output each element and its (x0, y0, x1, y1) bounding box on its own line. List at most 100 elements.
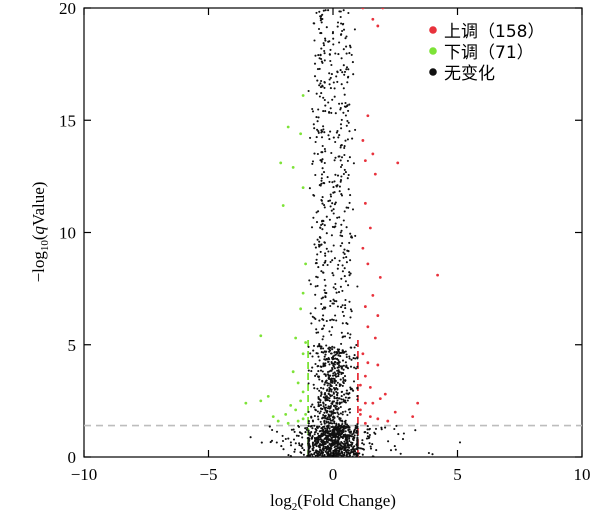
point-unchanged (306, 426, 309, 429)
point-unchanged (336, 394, 339, 397)
point-unchanged (347, 451, 350, 454)
point-unchanged (293, 450, 296, 453)
point-unchanged (325, 232, 328, 235)
point-unchanged (323, 437, 326, 440)
point-unchanged (329, 304, 332, 308)
point-unchanged (368, 435, 371, 439)
y-axis-label: −log10(qValue) (29, 182, 51, 283)
point-unchanged (301, 436, 304, 439)
point-unchanged (341, 432, 344, 435)
point-unchanged (319, 86, 323, 89)
point-unchanged (320, 243, 323, 246)
point-unchanged (318, 359, 321, 362)
point-up (383, 392, 387, 396)
point-unchanged (336, 305, 339, 308)
point-unchanged (321, 222, 324, 226)
point-unchanged (323, 393, 326, 396)
point-unchanged (342, 87, 345, 90)
point-unchanged (333, 404, 336, 407)
point-unchanged (356, 431, 359, 434)
point-unchanged (344, 171, 347, 174)
point-unchanged (342, 28, 346, 31)
point-unchanged (332, 432, 335, 435)
point-unchanged (307, 450, 310, 454)
point-unchanged (342, 111, 345, 114)
point-unchanged (302, 453, 305, 456)
point-unchanged (339, 405, 342, 409)
point-unchanged (352, 73, 355, 76)
point-unchanged (330, 390, 333, 393)
point-unchanged (350, 445, 353, 448)
point-unchanged (356, 434, 359, 437)
point-unchanged (344, 434, 347, 437)
point-unchanged (345, 226, 348, 229)
point-unchanged (338, 102, 341, 105)
point-unchanged (323, 81, 326, 84)
point-unchanged (312, 216, 315, 219)
point-unchanged (315, 373, 318, 376)
point-unchanged (350, 310, 353, 313)
point-unchanged (431, 453, 434, 456)
point-unchanged (313, 243, 316, 246)
point-down (271, 415, 275, 418)
point-down (301, 94, 305, 97)
point-unchanged (268, 425, 271, 428)
point-unchanged (344, 379, 347, 382)
point-unchanged (307, 437, 310, 440)
point-unchanged (331, 348, 334, 351)
point-unchanged (320, 443, 323, 446)
point-unchanged (320, 198, 323, 202)
point-unchanged (344, 298, 347, 302)
point-unchanged (308, 432, 311, 435)
point-unchanged (352, 453, 356, 456)
point-unchanged (330, 250, 333, 253)
point-unchanged (324, 284, 327, 287)
point-unchanged (340, 395, 343, 398)
point-unchanged (298, 442, 301, 445)
point-unchanged (328, 399, 331, 402)
point-unchanged (362, 448, 365, 451)
point-unchanged (333, 367, 336, 370)
point-unchanged (323, 411, 326, 414)
point-unchanged (337, 53, 340, 56)
x-tick-label: −5 (199, 465, 217, 484)
point-unchanged (343, 350, 346, 354)
point-unchanged (339, 231, 342, 234)
point-unchanged (318, 412, 321, 415)
point-unchanged (319, 452, 322, 455)
point-unchanged (313, 75, 317, 78)
point-unchanged (338, 452, 342, 455)
point-unchanged (322, 445, 325, 448)
point-unchanged (292, 438, 296, 441)
point-unchanged (339, 412, 342, 415)
point-unchanged (312, 344, 316, 347)
point-unchanged (309, 352, 312, 355)
point-unchanged (331, 422, 334, 425)
point-unchanged (320, 173, 324, 176)
point-unchanged (338, 384, 341, 388)
point-unchanged (337, 423, 340, 426)
point-unchanged (332, 430, 335, 433)
point-unchanged (326, 426, 330, 429)
point-unchanged (311, 162, 314, 165)
point-unchanged (322, 44, 326, 47)
point-unchanged (319, 448, 322, 451)
point-unchanged (271, 428, 274, 432)
point-unchanged (324, 104, 327, 107)
point-up (363, 401, 367, 405)
point-unchanged (345, 392, 348, 395)
point-unchanged (346, 367, 350, 370)
point-unchanged (330, 352, 333, 355)
point-unchanged (325, 395, 328, 398)
point-unchanged (354, 450, 357, 453)
point-unchanged (294, 442, 297, 445)
point-up (436, 273, 439, 277)
point-unchanged (343, 153, 346, 157)
y-tick-label: 10 (59, 224, 76, 243)
point-unchanged (329, 404, 333, 408)
point-unchanged (317, 396, 320, 399)
point-unchanged (315, 116, 318, 119)
point-unchanged (346, 413, 349, 417)
point-unchanged (348, 103, 351, 106)
point-unchanged (317, 210, 320, 213)
